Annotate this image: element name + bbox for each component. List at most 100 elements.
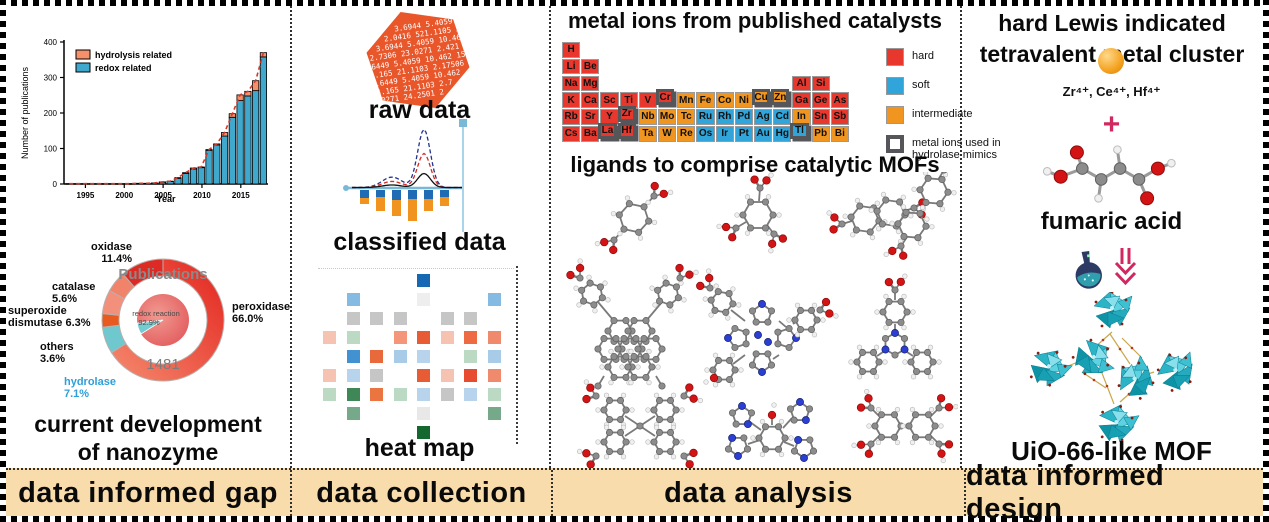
- periodic-table-legend: hard soft intermediate metal ions used in h…: [886, 48, 1011, 172]
- heat-map-cell: [464, 331, 477, 344]
- element-cell-Mn: Mn: [677, 92, 696, 108]
- separator-panel-2-3: [549, 6, 551, 516]
- ligand-molecules: [566, 172, 958, 468]
- element-cell-Nb: Nb: [638, 109, 657, 125]
- element-cell-Pb: Pb: [811, 126, 830, 142]
- legend-item-intermediate: intermediate: [886, 106, 1011, 124]
- svg-text:200: 200: [44, 109, 58, 118]
- element-cell-As: As: [830, 92, 849, 108]
- separator-panel-3-4: [960, 6, 962, 516]
- element-cell-Si: Si: [811, 75, 830, 92]
- heat-map-cell: [417, 407, 430, 420]
- heat-map: [318, 268, 514, 445]
- uio66-mof-structure: [1029, 292, 1193, 442]
- periodic-table: H Li Be Na Mg Al Si K Ca Sc Ti V Cr Mn Fe Co Ni Cu Zn Ga Ge A…: [562, 42, 862, 146]
- legend-item-hard: hard: [886, 48, 1011, 66]
- svg-text:7.1%: 7.1%: [64, 388, 89, 400]
- legend-label: hard: [912, 50, 935, 62]
- border-top: [0, 0, 1269, 6]
- element-cell-Bi: Bi: [830, 126, 849, 142]
- element-cell-Os: Os: [696, 126, 715, 142]
- svg-text:2015: 2015: [232, 191, 250, 200]
- publications-bar-chart: 0 100 200 300 400 1995 2000 2005 2010 2015 Number …: [20, 38, 268, 204]
- element-cell-Ru: Ru: [696, 109, 715, 125]
- element-cell-Ge: Ge: [811, 92, 830, 108]
- heat-map-cell: [346, 331, 360, 344]
- heat-map-cell: [370, 312, 383, 325]
- element-cell-Zn: Zn: [771, 89, 790, 105]
- element-cell-V: V: [638, 92, 657, 108]
- svg-text:1995: 1995: [77, 191, 95, 200]
- panel1-caption-line1: current development: [34, 411, 262, 437]
- ligand-4: [883, 172, 957, 260]
- flask-icon: [1075, 250, 1102, 289]
- svg-text:1481: 1481: [146, 356, 179, 373]
- element-cell-Rh: Rh: [715, 109, 734, 125]
- panel1-caption: current development of nanozyme: [6, 410, 290, 466]
- element-cell-La: La: [598, 123, 617, 139]
- heat-map-cell: [440, 312, 454, 325]
- element-cell-Sb: Sb: [830, 109, 849, 125]
- metal-ions-list: Zr⁴⁺, Ce⁴⁺, Hf⁴⁺: [1062, 84, 1161, 99]
- element-cell-Sn: Sn: [811, 109, 830, 125]
- heat-map-cell: [464, 312, 477, 325]
- heat-map-label: heat map: [364, 434, 475, 462]
- element-cell-Re: Re: [677, 126, 696, 142]
- border-right: [1263, 0, 1269, 522]
- element-cell-Hf: Hf: [617, 123, 636, 139]
- raw-data-label: raw data: [368, 96, 471, 124]
- svg-text:redox reaction: redox reaction: [132, 309, 180, 318]
- element-cell-Pd: Pd: [734, 109, 753, 125]
- element-cell-Au: Au: [754, 126, 773, 142]
- element-cell-Ga: Ga: [792, 92, 811, 108]
- heat-map-cell: [346, 312, 360, 325]
- heat-map-cell: [346, 293, 360, 306]
- ligands-title: ligands to comprise catalytic MOFs: [570, 152, 940, 177]
- legend-item-soft: soft: [886, 77, 1011, 95]
- heat-map-cell: [346, 407, 360, 420]
- element-cell-Ir: Ir: [715, 126, 734, 142]
- heat-map-cell: [393, 331, 407, 344]
- element-cell-Sr: Sr: [581, 109, 600, 125]
- element-cell-Fe: Fe: [696, 92, 715, 108]
- ligand-7: [848, 273, 942, 380]
- element-cell-Cu: Cu: [752, 89, 771, 105]
- heat-map-cell: [393, 388, 407, 401]
- panel-data-informed-gap: 0 100 200 300 400 1995 2000 2005 2010 2015 Number …: [6, 6, 290, 470]
- heat-map-cell: [370, 369, 383, 382]
- svg-text:2005: 2005: [154, 191, 172, 200]
- heat-map-cell: [346, 388, 360, 401]
- fumaric-acid-label: fumaric acid: [1040, 208, 1183, 235]
- heat-map-cell: [487, 350, 501, 363]
- ligand-8: [576, 379, 704, 468]
- svg-text:hydrolysis related: hydrolysis related: [95, 50, 172, 60]
- ligand-6: [696, 268, 839, 388]
- legend-swatch-marked: [886, 135, 904, 153]
- element-cell-Ca: Ca: [581, 92, 600, 108]
- element-cell-W: W: [658, 126, 677, 142]
- svg-text:dismutase 6.3%: dismutase 6.3%: [8, 317, 91, 329]
- element-cell-K: K: [562, 92, 581, 108]
- border-bottom: [0, 516, 1269, 522]
- heat-map-cell: [440, 331, 454, 344]
- element-cell-Ta: Ta: [638, 126, 657, 142]
- element-cell-Ni: Ni: [734, 92, 753, 108]
- svg-text:Publications: Publications: [118, 266, 207, 283]
- banner-data-analysis: data analysis: [551, 470, 964, 516]
- heat-map-cell: [440, 388, 454, 401]
- svg-text:Year: Year: [156, 194, 176, 204]
- element-cell-Mg: Mg: [581, 75, 600, 92]
- heat-map-cell: [417, 350, 430, 363]
- svg-text:300: 300: [44, 74, 58, 83]
- metal-ions-title: metal ions from published catalysts: [567, 8, 943, 33]
- panel1-caption-line2: of nanozyme: [77, 439, 219, 465]
- heat-map-cell: [417, 331, 430, 344]
- heat-map-cell: [487, 388, 501, 401]
- element-cell-Rb: Rb: [562, 109, 581, 125]
- svg-text:redox related: redox related: [95, 63, 152, 73]
- ligand-5: [566, 258, 699, 390]
- heat-map-cell: [346, 350, 360, 363]
- svg-text:3.6%: 3.6%: [40, 353, 65, 365]
- banner-data-informed-gap: data informed gap: [18, 476, 278, 509]
